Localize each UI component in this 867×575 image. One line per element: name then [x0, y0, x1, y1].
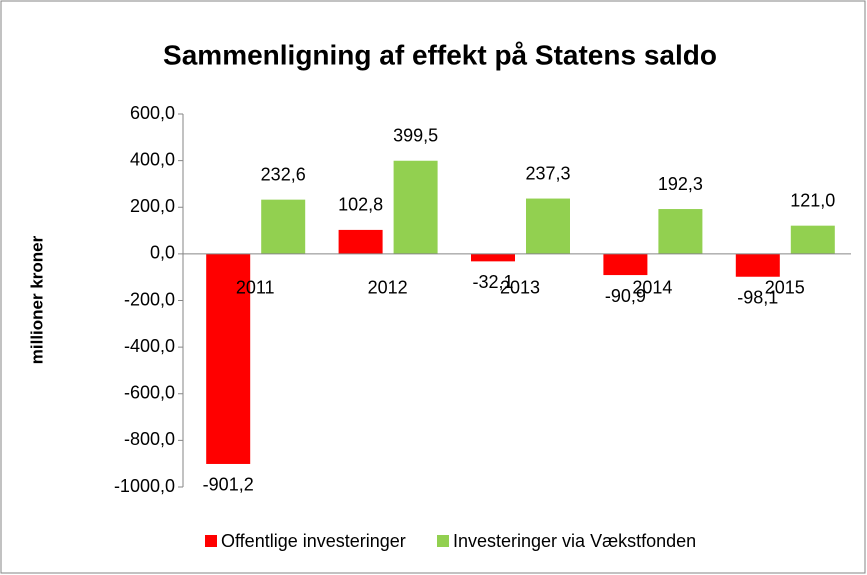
bar	[526, 198, 570, 254]
legend-label: Offentlige investeringer	[221, 531, 406, 551]
y-tick-label: 600,0	[130, 103, 175, 123]
y-axis-label: millioner kroner	[27, 235, 46, 364]
bar	[206, 253, 251, 464]
data-label: -32,1	[472, 272, 513, 292]
x-tick-label: 2012	[368, 278, 408, 298]
legend-label: Investeringer via Vækstfonden	[453, 531, 696, 551]
y-tick-label: 0,0	[150, 243, 175, 263]
x-tick-label: 2015	[765, 278, 805, 298]
y-tick-label: -1000,0	[114, 476, 175, 496]
data-label: 399,5	[393, 125, 438, 145]
x-tick-label: 2011	[236, 278, 275, 298]
bar	[790, 225, 835, 254]
y-tick-label: 200,0	[130, 196, 175, 216]
data-label: 121,0	[790, 190, 835, 210]
bar	[393, 160, 438, 254]
x-tick-label: 2013	[500, 278, 540, 298]
bar	[735, 253, 780, 277]
y-tick-label: -200,0	[124, 289, 175, 309]
data-label: -901,2	[203, 475, 254, 495]
bar	[471, 253, 515, 262]
legend-swatch	[437, 535, 449, 547]
y-tick-label: -400,0	[124, 336, 175, 356]
y-tick-label: 400,0	[130, 149, 175, 169]
data-label: 102,8	[338, 195, 383, 215]
bar	[603, 253, 648, 276]
y-tick-label: -600,0	[124, 383, 175, 403]
y-tick-label: -800,0	[124, 429, 175, 449]
x-tick-label: 2014	[632, 278, 672, 298]
data-label: -98,1	[737, 287, 778, 307]
data-label: -90,9	[605, 286, 646, 306]
bar	[338, 229, 383, 254]
data-label: 192,3	[658, 174, 703, 194]
chart-title: Sammenligning af effekt på Statens saldo	[163, 39, 717, 70]
bar	[658, 209, 703, 254]
data-label: 237,3	[525, 163, 570, 183]
legend-swatch	[205, 535, 217, 547]
data-label: 232,6	[261, 164, 306, 184]
bar	[261, 199, 306, 254]
